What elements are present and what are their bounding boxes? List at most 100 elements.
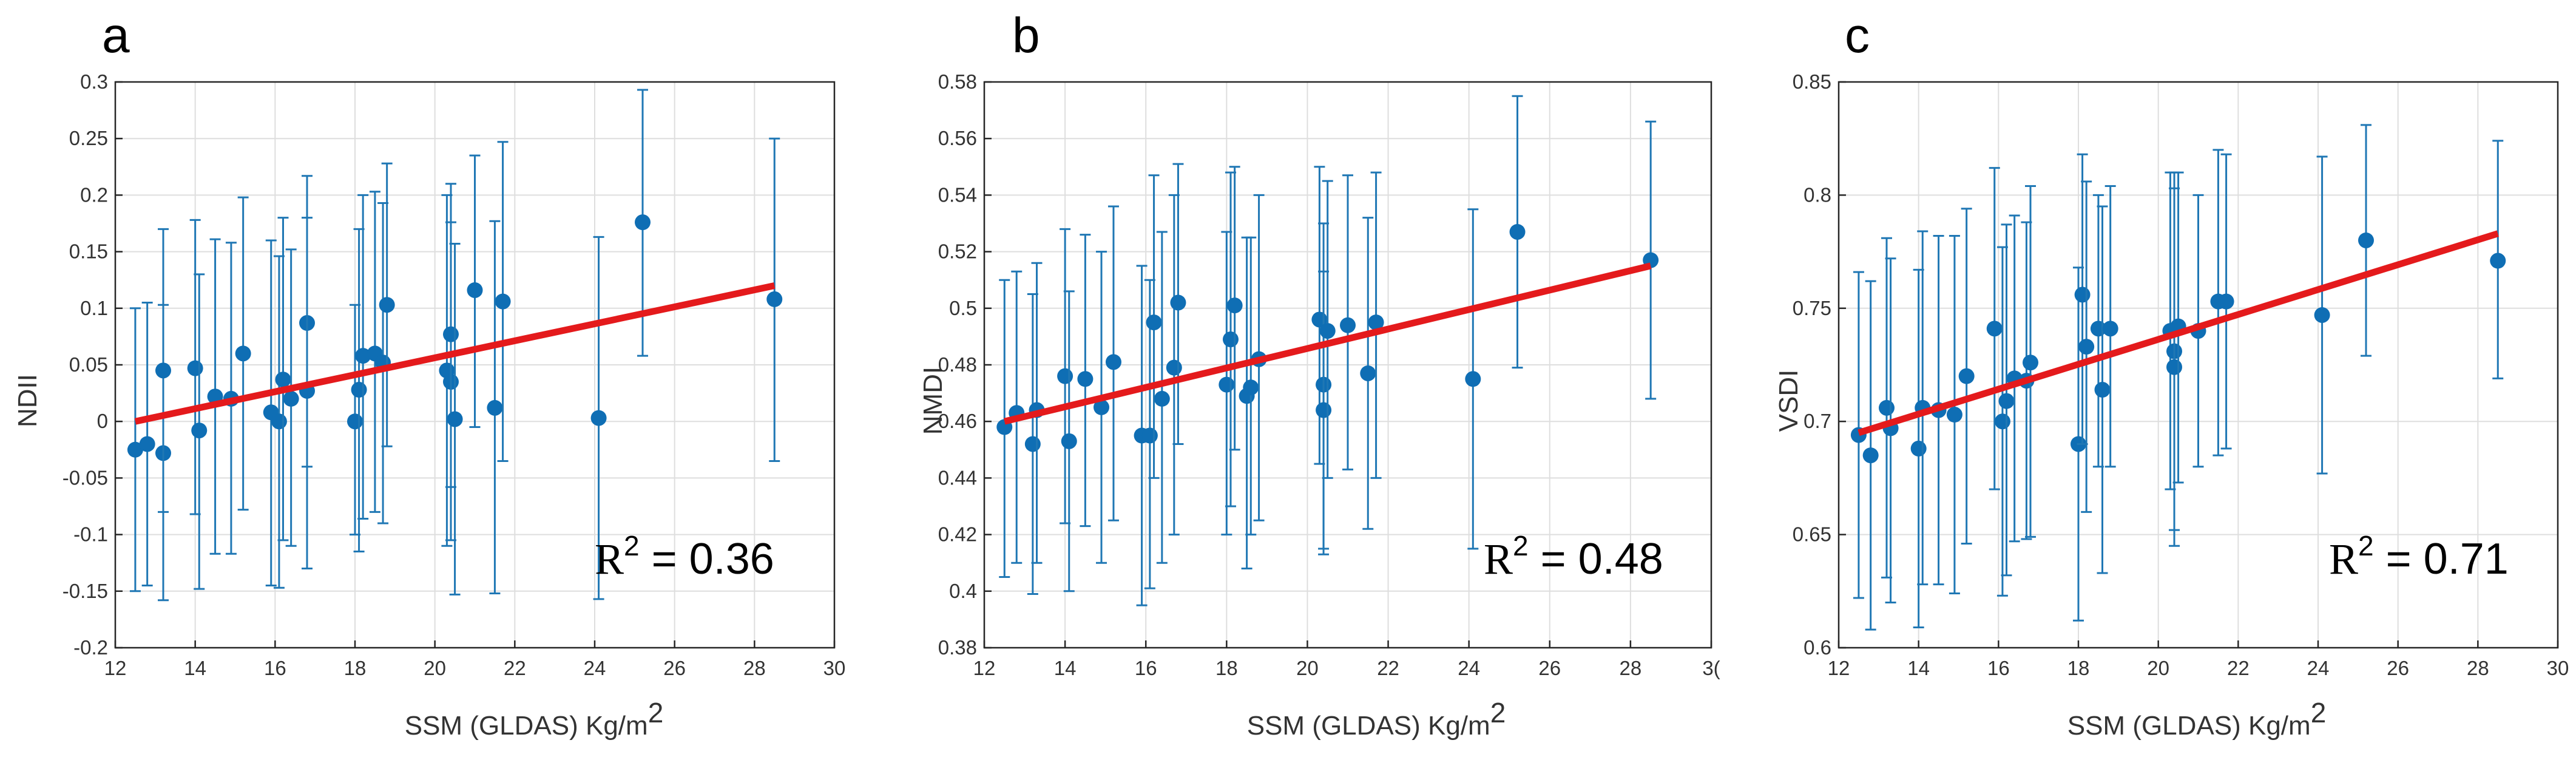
panel-b-data-point xyxy=(1368,314,1384,331)
panel-b-data-point xyxy=(1105,354,1121,370)
panel-a-x-tick-label: 18 xyxy=(344,657,367,679)
panel-c: c VSDI SSM (GLDAS) Kg/m2 12 14 16 18 20 22 24 2… xyxy=(1774,8,2569,741)
panel-a-data-point xyxy=(379,297,395,313)
panel-b-data-point xyxy=(1141,427,1158,444)
panel-a-ylabel: NDII xyxy=(13,374,42,427)
panel-c-data-point xyxy=(2358,232,2374,248)
panel-c-data-point xyxy=(2218,293,2234,310)
panel-b-data-point xyxy=(1219,376,1235,393)
panel-a-data-point xyxy=(447,411,463,427)
panel-b-data-point xyxy=(1094,399,1110,415)
panel-a-x-tick-label: 28 xyxy=(743,657,766,679)
panel-b-x-tick-label: 20 xyxy=(1296,657,1319,679)
panel-a-data-point xyxy=(351,382,367,398)
panel-a-data-point xyxy=(235,345,251,362)
panel-a-x-tick-label: 24 xyxy=(584,657,606,679)
panel-c-x-tick-label: 12 xyxy=(1828,657,1850,679)
panel-b-y-tick-label: 0.48 xyxy=(938,353,977,376)
panel-b-data-point xyxy=(1024,436,1041,452)
panel-a-y-tick-label: 0.1 xyxy=(80,297,108,319)
panel-c-data-point xyxy=(2490,253,2506,269)
panel-a-x-tick-label: 12 xyxy=(104,657,127,679)
panel-c-plot: 12 14 16 18 20 22 24 26 28 30 0.6 0.65 0.7 0.75 0.8 0.8… xyxy=(1793,70,2569,679)
panel-b-label: b xyxy=(1012,8,1040,63)
panel-a-y-tick-label: -0.1 xyxy=(73,523,108,546)
panel-a-data-point xyxy=(635,214,651,231)
panel-c-x-tick-label: 18 xyxy=(2067,657,2090,679)
panel-a-x-tick-label: 30 xyxy=(823,657,846,679)
panel-c-data-point xyxy=(2314,307,2330,323)
panel-b-data-point xyxy=(1170,294,1186,311)
panel-b: b NMDI SSM (GLDAS) Kg/m2 12 14 16 18 20 22 24 2… xyxy=(918,8,1720,741)
panel-b-data-point xyxy=(1154,390,1170,407)
panel-c-data-point xyxy=(1986,321,2003,337)
panel-b-data-point xyxy=(1226,297,1243,314)
panel-b-y-tick-label: 0.56 xyxy=(938,127,977,149)
panel-a-y-tick-label: 0 xyxy=(97,410,108,432)
panel-b-xlabel: SSM (GLDAS) Kg/m2 xyxy=(1247,697,1506,741)
panel-b-data-point xyxy=(1166,359,1182,376)
panel-a-data-point xyxy=(139,436,155,452)
panel-c-data-point xyxy=(1879,399,1895,416)
panel-c-x-tick-label: 22 xyxy=(2227,657,2250,679)
panel-b-y-tick-label: 0.44 xyxy=(938,466,977,489)
panel-b-data-point xyxy=(1146,314,1162,331)
panel-b-data-point xyxy=(1243,379,1259,396)
panel-c-x-tick-label: 26 xyxy=(2387,657,2409,679)
panel-a-data-point xyxy=(590,410,607,426)
panel-c-data-point xyxy=(2094,382,2111,398)
panel-a-x-tick-label: 26 xyxy=(663,657,686,679)
panel-a-y-tick-label: 0.3 xyxy=(80,70,108,93)
panel-a-data-point xyxy=(155,362,171,379)
panel-a-x-tick-label: 16 xyxy=(264,657,286,679)
panel-c-data-point xyxy=(2023,355,2038,371)
panel-c-y-tick-label: 0.6 xyxy=(1804,636,1831,659)
panel-c-data-point xyxy=(2166,359,2182,375)
panel-a-y-tick-label: 0.25 xyxy=(69,127,108,149)
panel-b-y-tick-label: 0.4 xyxy=(949,580,977,602)
panel-b-data-point xyxy=(1316,402,1332,418)
panel-b-x-tick-label: 3( xyxy=(1702,657,1720,679)
panel-a-y-tick-label: 0.2 xyxy=(80,183,108,206)
panel-b-data-point xyxy=(1319,323,1336,339)
panel-b-data-point xyxy=(1077,371,1094,387)
panel-a-y-tick-label: -0.05 xyxy=(63,466,108,489)
panel-b-y-tick-label: 0.42 xyxy=(938,523,977,546)
panel-c-regression-line xyxy=(1858,230,2499,436)
panel-c-y-tick-label: 0.75 xyxy=(1793,297,1831,319)
panel-c-data-point xyxy=(1994,413,2010,430)
panel-a-y-tick-label: 0.05 xyxy=(69,353,108,376)
panel-b-data-point xyxy=(1222,331,1239,348)
panel-c-data-point xyxy=(2074,287,2091,303)
panel-a-data-point xyxy=(127,441,143,458)
panel-b-x-tick-label: 14 xyxy=(1054,657,1077,679)
panel-c-data-point xyxy=(1862,447,1879,464)
panel-c-y-tick-label: 0.85 xyxy=(1793,70,1831,93)
panel-a-plot: 12 14 16 18 20 22 24 26 28 30 -0.2 -0.15 -0.1 -0.05 0 0… xyxy=(63,70,846,679)
panel-b-regression-line xyxy=(1003,262,1652,425)
panel-b-axes-frame xyxy=(983,81,1712,649)
panel-a-data-point xyxy=(467,282,483,298)
panel-c-ylabel: VSDI xyxy=(1774,370,1804,432)
panel-c-x-tick-label: 14 xyxy=(1907,657,1930,679)
panel-a-data-point xyxy=(187,360,203,376)
panel-a: a NDII SSM (GLDAS) Kg/m2 12 14 16 18 20 22 24 2… xyxy=(13,8,845,741)
panel-a-data-point xyxy=(271,413,287,430)
panel-c-y-tick-label: 0.65 xyxy=(1793,523,1831,546)
panel-c-data-point xyxy=(1998,393,2015,409)
panel-a-data-point xyxy=(766,291,783,307)
panel-a-data-point xyxy=(495,293,511,310)
panel-b-x-tick-label: 22 xyxy=(1377,657,1399,679)
panel-a-y-tick-label: -0.2 xyxy=(73,636,108,659)
panel-b-plot: 12 14 16 18 20 22 24 26 28 3(0.38 0.4 0.42 0.44 0.46 0… xyxy=(938,70,1720,679)
panel-c-xlabel: SSM (GLDAS) Kg/m2 xyxy=(2067,697,2327,741)
panel-b-y-tick-label: 0.58 xyxy=(938,70,977,93)
panel-b-x-tick-label: 26 xyxy=(1538,657,1561,679)
panel-a-data-point xyxy=(283,390,299,407)
panel-c-label: c xyxy=(1845,8,1870,63)
panel-a-x-tick-label: 22 xyxy=(504,657,526,679)
panel-b-y-tick-label: 0.52 xyxy=(938,240,977,263)
panel-a-x-tick-label: 20 xyxy=(424,657,446,679)
panel-b-data-point xyxy=(1360,365,1376,381)
